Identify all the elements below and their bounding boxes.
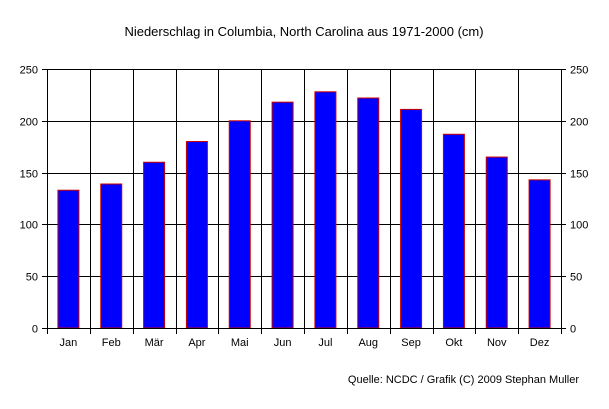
y-tick-label-right: 50 <box>570 272 582 284</box>
y-tick-label-left: 0 <box>32 324 38 336</box>
bar-sep <box>400 108 423 329</box>
bar-feb <box>100 183 123 329</box>
bar-mär <box>143 161 166 329</box>
x-tick-label: Sep <box>401 337 421 349</box>
x-tick-label: Mai <box>231 337 249 349</box>
y-tick-label-right: 150 <box>570 169 588 181</box>
bars <box>57 91 551 329</box>
x-tick-label: Jul <box>318 337 332 349</box>
y-tick-label-left: 50 <box>26 272 38 284</box>
x-tick-label: Jun <box>274 337 292 349</box>
y-tick-label-right: 200 <box>570 117 588 129</box>
bar-okt <box>442 133 465 329</box>
x-tick-label: Apr <box>188 337 205 349</box>
bar-jun <box>271 101 294 329</box>
x-axis: Jan Feb Mär Apr Mai Jun Jul Aug Sep Okt Nov Dez <box>47 328 562 349</box>
x-tick-label: Dez <box>530 337 550 349</box>
y-tick-label-left: 100 <box>20 220 38 232</box>
y-tick-label-right: 250 <box>570 65 588 77</box>
y-tick-label-left: 250 <box>20 65 38 77</box>
x-tick-label: Feb <box>102 337 121 349</box>
y-axis-left: 0 50 100 150 200 250 <box>20 65 47 336</box>
bar-mai <box>228 120 251 329</box>
x-tick-label: Okt <box>445 337 462 349</box>
x-tick-label: Jan <box>60 337 78 349</box>
x-tick-label: Nov <box>487 337 507 349</box>
grid <box>47 69 562 329</box>
x-tick-label: Aug <box>358 337 378 349</box>
bar-jul <box>314 91 337 329</box>
bar-aug <box>357 97 380 329</box>
y-tick-label-left: 150 <box>20 169 38 181</box>
y-axis-right: 0 50 100 150 200 250 <box>561 65 588 336</box>
chart-title: Niederschlag in Columbia, North Carolina… <box>124 24 483 39</box>
bar-nov <box>485 156 508 329</box>
x-tick-label: Mär <box>145 337 164 349</box>
bar-dez <box>528 179 551 329</box>
source-credit: Quelle: NCDC / Grafik (C) 2009 Stephan M… <box>348 374 579 386</box>
y-tick-label-right: 0 <box>570 324 576 336</box>
y-tick-label-left: 200 <box>20 117 38 129</box>
y-tick-label-right: 100 <box>570 220 588 232</box>
bar-apr <box>185 141 208 329</box>
bar-jan <box>57 189 80 329</box>
